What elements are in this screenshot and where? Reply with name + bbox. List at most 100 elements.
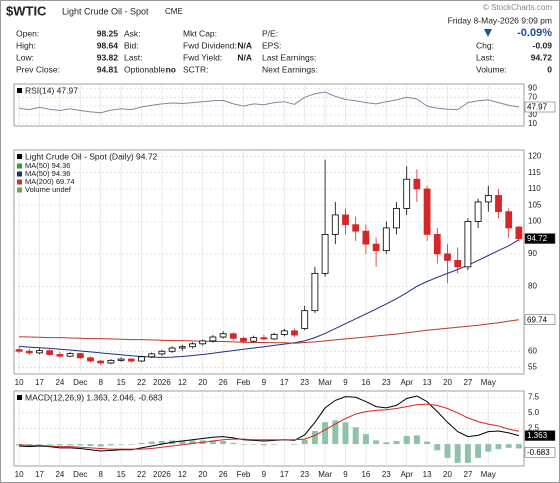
quote-label: Last: — [124, 52, 142, 62]
candle-body — [321, 234, 329, 274]
histogram-bar — [444, 444, 451, 458]
histogram-bar — [413, 435, 420, 445]
quote-label: Ask: — [124, 28, 141, 38]
x-tick-label: 27 — [463, 378, 472, 387]
y-tick-label: 110 — [528, 184, 541, 193]
x-tick-label: 10 — [15, 378, 24, 387]
x-tick-label: 2026 — [153, 470, 171, 479]
histogram-bar — [383, 442, 390, 445]
panel-title: Light Crude Oil - Spot (Daily) 94.72 — [25, 151, 158, 161]
last-value-label: 47.97 — [527, 103, 548, 112]
histogram-bar — [26, 444, 33, 446]
x-tick-label: May — [481, 470, 496, 479]
last-value-label: 69.74 — [527, 315, 548, 324]
quote-label: P/E: — [262, 28, 278, 38]
x-tick-label: 20 — [443, 378, 452, 387]
candle-body — [280, 330, 288, 335]
histogram-bar — [148, 441, 155, 445]
candle-body — [342, 214, 349, 226]
quote-label: Prev Close: — [16, 64, 60, 74]
histogram-bar — [179, 440, 186, 445]
x-tick-label: 12 — [178, 378, 187, 387]
x-tick-label: 23 — [300, 470, 309, 479]
candle-body — [413, 178, 421, 190]
candle-body — [515, 226, 523, 239]
legend-swatch — [17, 179, 22, 185]
histogram-bar — [87, 444, 94, 446]
candle-body — [464, 221, 472, 268]
candle-body — [158, 350, 166, 355]
y-tick-label: 60 — [528, 346, 537, 355]
quote-label: Fwd Dividend: — [183, 40, 237, 50]
legend-entry: MA(50) 94.36 — [25, 161, 70, 170]
x-tick-label: 24 — [55, 470, 64, 479]
x-tick-label: 27 — [463, 470, 472, 479]
candle-body — [393, 208, 400, 229]
histogram-bar — [271, 444, 278, 445]
quote-label: Chg: — [476, 40, 494, 50]
x-tick-label: Apr — [400, 378, 413, 387]
histogram-bar — [301, 439, 308, 445]
candle-body — [15, 349, 23, 352]
x-tick-label: 17 — [280, 378, 289, 387]
panel-frame — [13, 149, 525, 375]
last-value-label: 1.363 — [527, 431, 548, 440]
candle-body — [260, 337, 268, 340]
panel-title: RSI(14) 47.97 — [25, 85, 78, 95]
legend-entry: Volume undef — [25, 185, 72, 194]
x-tick-label: 2026 — [153, 378, 171, 387]
candle-body — [250, 337, 258, 342]
legend-entry: MA(50) 94.36 — [25, 169, 70, 178]
candle-body — [87, 357, 94, 362]
line — [19, 395, 520, 452]
candle-body — [36, 350, 43, 354]
candle-body — [423, 188, 431, 235]
histogram-bar — [138, 442, 145, 445]
candle-body — [362, 230, 370, 245]
x-tick-label: May — [481, 378, 496, 387]
candle-body — [107, 359, 115, 364]
candle-body — [199, 340, 207, 345]
histogram-bar — [505, 444, 512, 448]
copyright: © StockCharts.com — [483, 3, 552, 12]
histogram-bar — [128, 444, 135, 445]
x-tick-label: 26 — [219, 378, 228, 387]
histogram-bar — [454, 444, 461, 463]
histogram-bar — [515, 444, 522, 449]
histogram-bar — [118, 444, 125, 445]
moving-average — [19, 319, 519, 344]
x-tick-label: 8 — [98, 470, 103, 479]
histogram-bar — [158, 441, 165, 445]
histogram-bar — [250, 444, 257, 445]
legend-swatch — [17, 88, 22, 93]
panel-title: MACD(12,26,9) 1.363, 2.046, -0.683 — [25, 392, 163, 402]
histogram-bar — [485, 444, 492, 452]
x-tick-label: Dec — [73, 470, 87, 479]
histogram-bar — [464, 444, 471, 463]
histogram-bar — [475, 444, 482, 458]
x-tick-label: 22 — [137, 470, 146, 479]
quote-label: Bid: — [124, 40, 139, 50]
candle-body — [138, 356, 145, 362]
candle-body — [270, 333, 278, 340]
candle-body — [168, 347, 176, 352]
histogram-bar — [107, 444, 114, 446]
quote-label: EPS: — [262, 40, 281, 50]
histogram-bar — [36, 444, 43, 445]
legend-swatch — [17, 154, 22, 159]
histogram-bar — [332, 420, 339, 445]
x-tick-label: 17 — [280, 470, 289, 479]
x-tick-label: 10 — [15, 470, 24, 479]
y-tick-label: 70 — [528, 92, 537, 101]
quote-label: Open: — [16, 28, 39, 38]
panels: 9070503010RSI(14) 47.9747.97556070809010… — [13, 84, 556, 479]
x-tick-label: 23 — [300, 378, 309, 387]
candle-body — [178, 346, 186, 349]
quote-label: High: — [16, 40, 36, 50]
legend-entry: MA(200) 69.74 — [25, 177, 75, 186]
quote-label: Last: — [476, 52, 494, 62]
x-tick-label: Mar — [318, 470, 332, 479]
candle-body — [372, 243, 380, 252]
quote-label: Low: — [16, 52, 34, 62]
y-tick-label: 120 — [528, 152, 542, 161]
